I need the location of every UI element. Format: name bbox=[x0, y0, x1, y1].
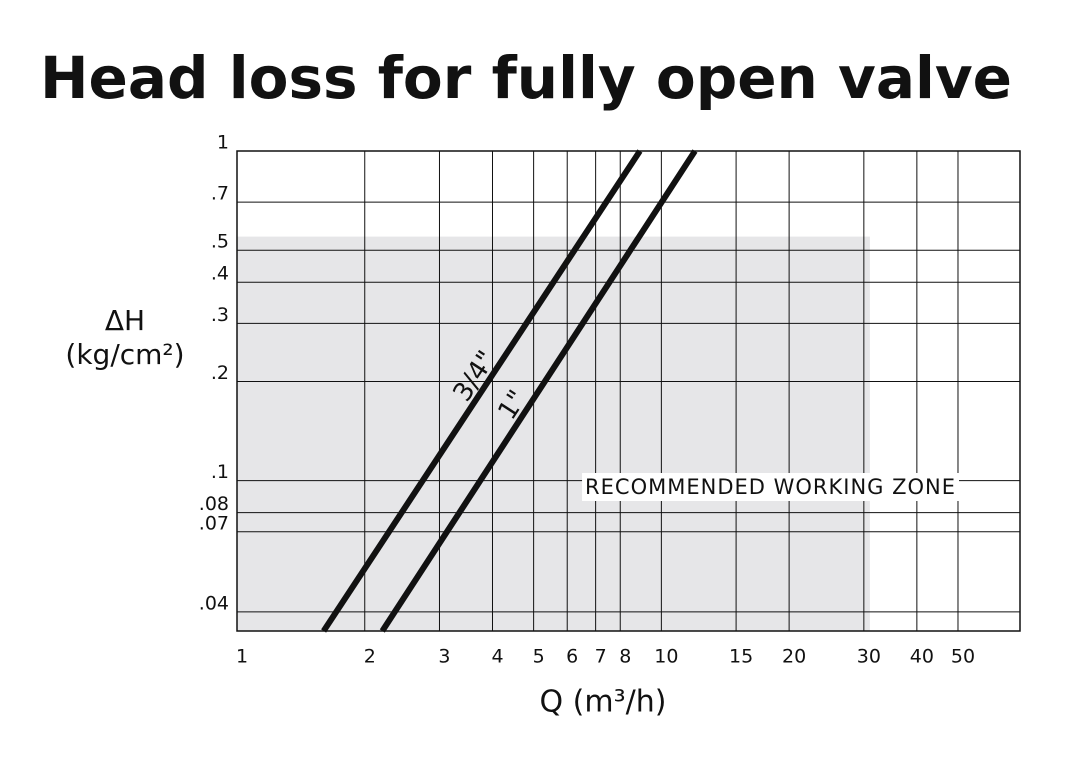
y-tick-label: .08 bbox=[199, 493, 229, 515]
x-tick-label: 50 bbox=[951, 646, 975, 668]
y-axis-label: (kg/cm²) bbox=[65, 338, 184, 371]
x-tick-label: 3 bbox=[438, 646, 450, 668]
y-tick-label: .07 bbox=[199, 512, 229, 534]
series-line bbox=[321, 149, 643, 633]
x-tick-label: 2 bbox=[364, 646, 376, 668]
y-tick-label: .04 bbox=[199, 592, 229, 614]
x-tick-label: 7 bbox=[595, 646, 607, 668]
working-zone bbox=[237, 236, 870, 631]
y-tick-label: .7 bbox=[211, 183, 229, 205]
y-axis-label: ΔH bbox=[105, 304, 145, 337]
zone-label-bg bbox=[582, 473, 959, 501]
x-tick-label: 8 bbox=[619, 646, 631, 668]
plot-frame bbox=[236, 150, 1021, 632]
x-tick-label: 4 bbox=[491, 646, 503, 668]
x-tick-label: 20 bbox=[782, 646, 806, 668]
y-tick-label: .5 bbox=[211, 231, 229, 253]
x-tick-label: 1 bbox=[236, 646, 248, 668]
x-tick-label: 15 bbox=[729, 646, 753, 668]
y-tick-label: .1 bbox=[211, 461, 229, 483]
y-tick-label: .3 bbox=[211, 304, 229, 326]
y-tick-label: 1 bbox=[217, 132, 229, 154]
x-tick-label: 30 bbox=[857, 646, 881, 668]
x-tick-label: 5 bbox=[533, 646, 545, 668]
y-tick-label: .2 bbox=[211, 362, 229, 384]
series-line bbox=[379, 149, 698, 633]
zone-label: RECOMMENDED WORKING ZONE bbox=[585, 475, 956, 499]
x-tick-label: 40 bbox=[910, 646, 934, 668]
chart-title: Head loss for fully open valve bbox=[40, 44, 1012, 112]
x-tick-label: 6 bbox=[566, 646, 578, 668]
x-tick-label: 10 bbox=[654, 646, 678, 668]
y-tick-label: .4 bbox=[211, 263, 229, 285]
x-axis-label: Q (m³/h) bbox=[540, 685, 667, 720]
